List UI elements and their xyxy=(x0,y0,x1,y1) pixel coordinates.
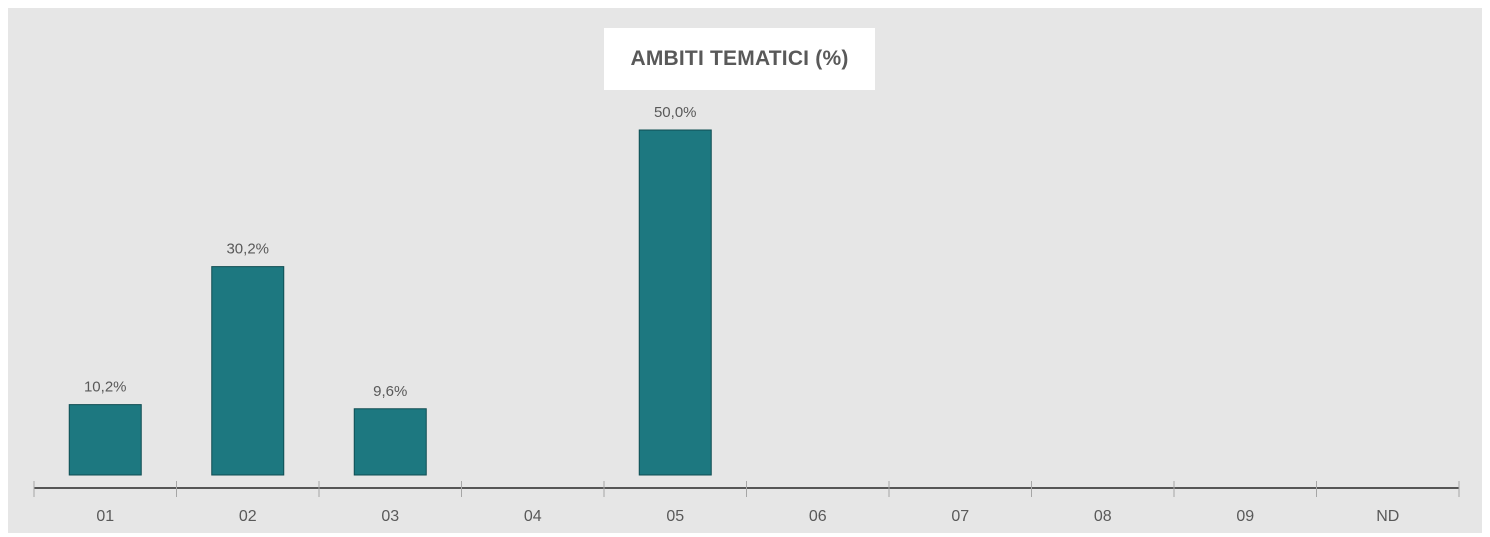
x-tick-label-04: 04 xyxy=(524,508,542,525)
x-tick-label-07: 07 xyxy=(951,508,969,525)
bar-02 xyxy=(211,266,285,476)
x-tick-label-03: 03 xyxy=(381,508,399,525)
data-label-03: 9,6% xyxy=(373,383,407,400)
x-tick-label-01: 01 xyxy=(96,508,114,525)
x-tick-label-02: 02 xyxy=(239,508,257,525)
x-tick-label-05: 05 xyxy=(666,508,684,525)
x-tick-label-08: 08 xyxy=(1094,508,1112,525)
x-tick-label-09: 09 xyxy=(1236,508,1254,525)
bar-03 xyxy=(353,408,427,476)
bar-01 xyxy=(68,404,142,476)
x-tick-label-06: 06 xyxy=(809,508,827,525)
x-tick-label-ND: ND xyxy=(1376,508,1399,525)
data-label-01: 10,2% xyxy=(84,379,127,396)
data-label-05: 50,0% xyxy=(654,104,697,121)
chart-title: AMBITI TEMATICI (%) xyxy=(604,28,875,90)
data-label-02: 30,2% xyxy=(226,241,269,258)
bar-05 xyxy=(638,129,712,476)
